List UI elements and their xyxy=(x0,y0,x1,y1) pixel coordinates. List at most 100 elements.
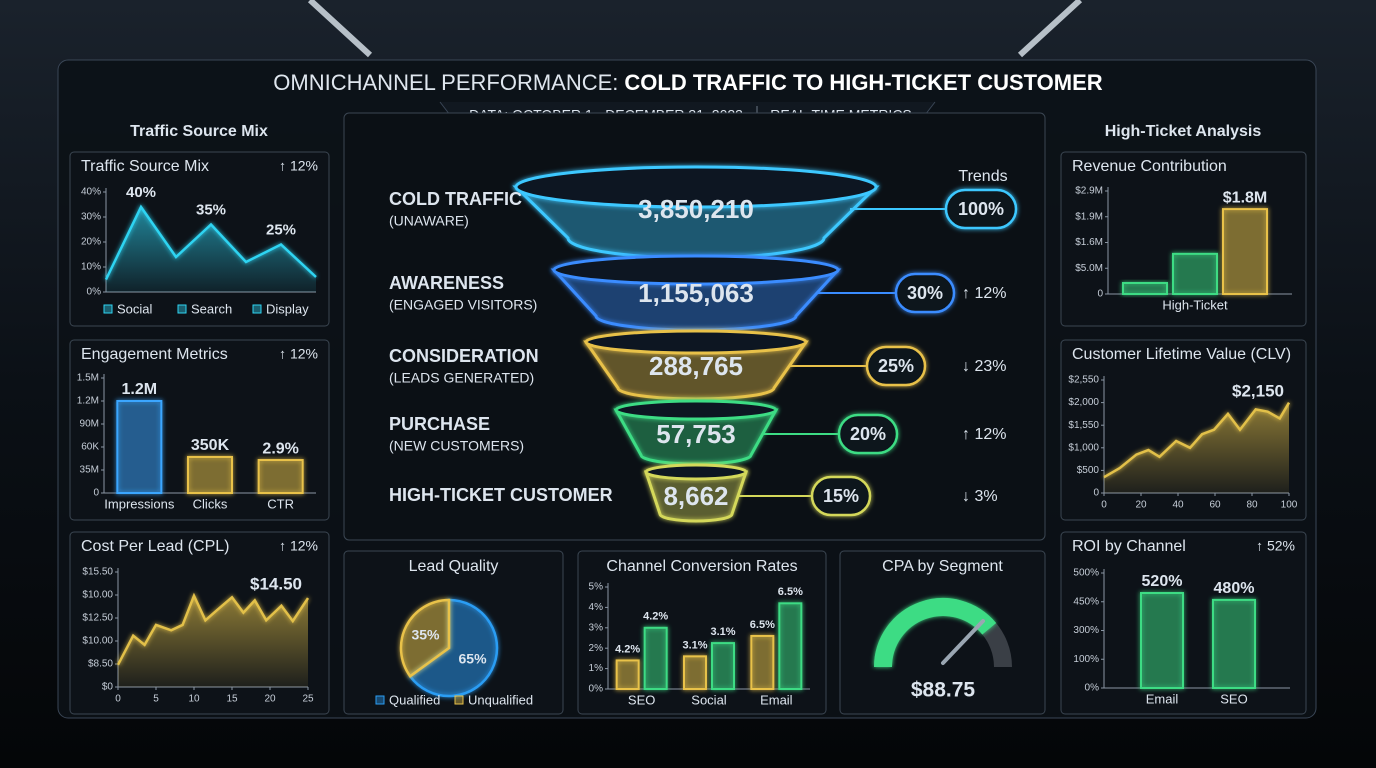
stage-name: PURCHASE xyxy=(389,414,490,434)
bar xyxy=(778,602,803,691)
stage-name: AWARENESS xyxy=(389,273,504,293)
share-pill xyxy=(944,188,1018,230)
y-tick-label: $2,000 xyxy=(1068,397,1099,408)
funnel-rim xyxy=(614,399,778,421)
stage-name: HIGH-TICKET CUSTOMER xyxy=(389,485,613,505)
legend-swatch xyxy=(454,695,464,705)
x-tick-label: Impressions xyxy=(104,496,175,511)
bar xyxy=(257,459,304,494)
bar xyxy=(1212,598,1256,689)
bar-label: $1.8M xyxy=(1223,189,1267,206)
badge: ↑ 12% xyxy=(279,346,318,362)
y-tick-label: 500% xyxy=(1073,568,1099,579)
y-tick-label: $1.9M xyxy=(1075,211,1103,222)
gauge-value: $88.75 xyxy=(911,679,976,702)
bar xyxy=(683,655,707,690)
bar-label: 350K xyxy=(191,437,230,454)
area-line xyxy=(104,204,317,281)
stage-share: 15% xyxy=(823,486,859,506)
stage-note: (ENGAGED VISITORS) xyxy=(389,297,537,313)
bar xyxy=(116,400,163,494)
bar-label: 4.2% xyxy=(643,611,668,623)
y-tick-label: 0 xyxy=(93,488,99,499)
x-tick-label: CTR xyxy=(267,496,294,511)
stage-trend: ↓ 23% xyxy=(962,358,1006,375)
chart-title: ROI by Channel xyxy=(1072,538,1186,555)
stage-value: 288,765 xyxy=(649,351,743,381)
y-tick-label: 0 xyxy=(1097,289,1103,300)
x-tick-label: High-Ticket xyxy=(1162,297,1228,312)
bar xyxy=(711,642,735,690)
y-tick-label: $5.0M xyxy=(1075,263,1103,274)
legend-swatch xyxy=(375,695,385,705)
x-tick-label: 100 xyxy=(1281,500,1298,511)
chart-title: Lead Quality xyxy=(409,558,499,575)
area-line xyxy=(1103,401,1291,479)
bar-label: 2.9% xyxy=(262,440,298,457)
x-tick-label: Email xyxy=(1146,691,1179,706)
funnel-rim xyxy=(644,463,748,481)
y-tick-label: $500 xyxy=(1077,465,1100,476)
y-tick-label: 4% xyxy=(589,602,604,613)
area-line xyxy=(116,592,310,666)
funnel-rim xyxy=(584,329,808,355)
y-tick-label: 300% xyxy=(1073,625,1099,636)
bar xyxy=(1172,252,1218,296)
bar-label: 480% xyxy=(1214,580,1255,597)
chart-title: Cost Per Lead (CPL) xyxy=(81,538,230,555)
x-tick-label: 20 xyxy=(264,694,276,705)
title-lead: OMNICHANNEL PERFORMANCE: xyxy=(273,70,618,95)
chart-title: Traffic Source Mix xyxy=(81,158,209,175)
y-tick-label: 450% xyxy=(1073,596,1099,607)
trends-label: Trends xyxy=(958,168,1007,185)
bar-label: 6.5% xyxy=(778,586,803,598)
dashboard-title: OMNICHANNEL PERFORMANCE: COLD TRAFFIC TO … xyxy=(273,70,1102,95)
stage-share: 20% xyxy=(850,424,886,444)
y-tick-label: $15.50 xyxy=(82,567,113,578)
x-tick-label: 20 xyxy=(1135,500,1147,511)
y-tick-label: $1.6M xyxy=(1075,237,1103,248)
y-tick-label: $12.50 xyxy=(82,613,113,624)
funnel-rim xyxy=(552,254,840,286)
bar-label: 6.5% xyxy=(750,619,775,631)
area-fill xyxy=(106,207,316,292)
y-tick-label: 20% xyxy=(81,237,101,248)
y-tick-label: 60K xyxy=(81,442,99,453)
y-tick-label: 3% xyxy=(589,622,604,633)
share-pill xyxy=(837,413,899,455)
point-label: 40% xyxy=(126,184,156,201)
ceiling-light xyxy=(307,0,1083,58)
point-label: 25% xyxy=(266,221,296,238)
annotation: $14.50 xyxy=(250,574,302,593)
area-fill xyxy=(118,595,308,687)
x-tick-label: 5 xyxy=(153,694,159,705)
x-tick-label: 40 xyxy=(1172,500,1184,511)
y-tick-label: 10% xyxy=(81,262,101,273)
chart-title: Channel Conversion Rates xyxy=(606,558,797,575)
funnel-rim xyxy=(514,165,878,209)
y-tick-label: 90M xyxy=(80,419,99,430)
x-tick-label: Email xyxy=(760,692,793,707)
bar-label: 4.2% xyxy=(615,643,640,655)
x-tick-label: SEO xyxy=(1220,691,1247,706)
bar-label: 520% xyxy=(1142,573,1183,590)
section-title: Traffic Source Mix xyxy=(130,123,268,140)
slice-label: 35% xyxy=(411,627,440,643)
bar xyxy=(615,659,640,691)
bar xyxy=(187,455,233,495)
x-tick-label: 10 xyxy=(188,694,200,705)
stage-value: 3,850,210 xyxy=(638,194,754,224)
pie-slice xyxy=(408,598,499,698)
chart-title: Customer Lifetime Value (CLV) xyxy=(1072,346,1291,363)
stage-note: (LEADS GENERATED) xyxy=(389,370,534,386)
legend-label: Qualified xyxy=(389,692,440,707)
badge: ↑ 12% xyxy=(279,158,318,174)
stage-value: 1,155,063 xyxy=(638,278,754,308)
bar xyxy=(1122,281,1168,295)
bar xyxy=(1222,208,1268,296)
badge: ↑ 52% xyxy=(1256,538,1295,554)
x-tick-label: 15 xyxy=(226,694,238,705)
legend-label: Display xyxy=(266,301,309,316)
legend-label: Social xyxy=(117,301,153,316)
